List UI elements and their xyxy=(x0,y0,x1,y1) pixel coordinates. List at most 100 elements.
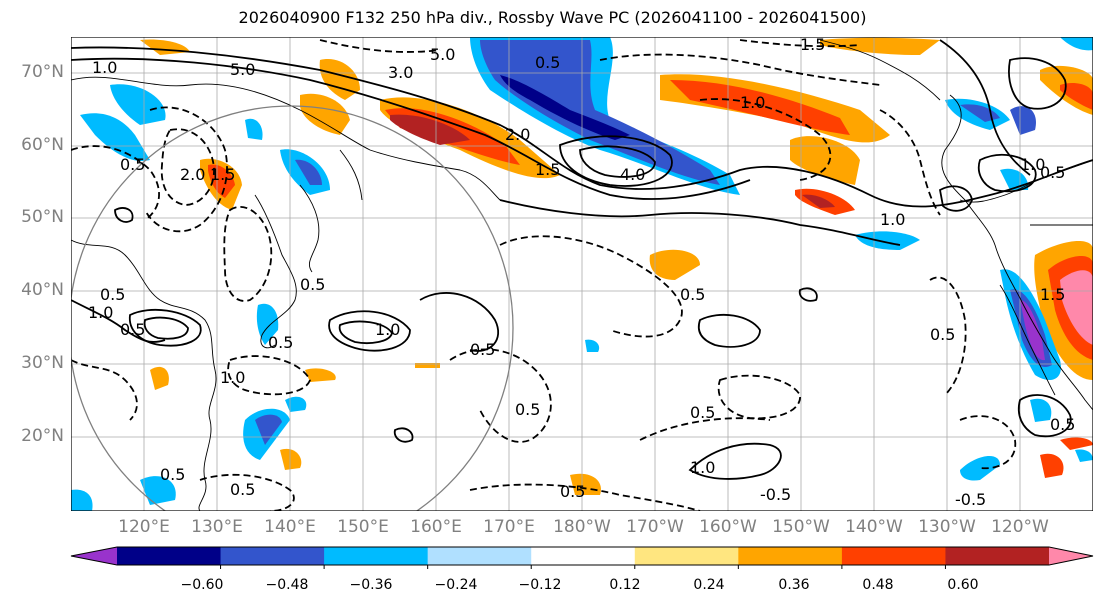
contour-line xyxy=(1008,57,1067,110)
lon-label: 150°E xyxy=(337,517,389,537)
contour-line xyxy=(639,417,771,441)
contour-label: 0.5 xyxy=(680,285,705,304)
shade-region xyxy=(1020,300,1045,361)
colorbar-outline xyxy=(70,546,1094,566)
contour-line xyxy=(559,135,673,187)
contour-line xyxy=(319,39,441,53)
contour-line xyxy=(71,299,166,343)
contour-label: 1.0 xyxy=(690,458,715,477)
shade-region xyxy=(1000,168,1029,190)
contour-label: 1.0 xyxy=(1020,155,1045,174)
colorbar-tick-label: 0.24 xyxy=(693,577,725,593)
lat-label: 60°N xyxy=(21,135,64,155)
shade-region xyxy=(80,113,150,161)
coastline xyxy=(339,149,363,201)
colorbar-box xyxy=(324,547,429,565)
contour-line xyxy=(199,473,295,511)
colorbar-box xyxy=(841,547,946,565)
lon-label: 160°E xyxy=(410,517,462,537)
contours-positive xyxy=(71,39,1093,480)
contour-line xyxy=(739,39,861,48)
shade-region xyxy=(1030,398,1052,422)
colorbar-box xyxy=(220,547,325,565)
colorbar-box xyxy=(634,547,739,565)
contour-label: 0.5 xyxy=(268,333,293,352)
contour-label: 0.5 xyxy=(120,155,145,174)
shade-region xyxy=(150,366,169,390)
coastline xyxy=(299,184,320,273)
shade-region xyxy=(1060,437,1093,450)
coastline xyxy=(254,194,297,349)
lon-label: 160°W xyxy=(699,517,757,537)
contour-label: 1.5 xyxy=(535,160,560,179)
contour-line xyxy=(338,320,393,345)
colorbar-extend-high xyxy=(1049,547,1093,565)
contour-line xyxy=(449,348,552,443)
contour-label: 2.0 xyxy=(180,165,205,184)
contour-label: 1.0 xyxy=(220,368,245,387)
shade-region xyxy=(1060,270,1093,345)
lat-label: 30°N xyxy=(21,353,64,373)
contour-line xyxy=(939,39,1031,176)
contour-line xyxy=(599,53,881,86)
contour-label: 4.0 xyxy=(620,165,645,184)
contour-label: 1.0 xyxy=(740,93,765,112)
map-plot-area: 5.0 3.0 5.0 2.0 1.0 0.5 1.5 2.0 4.0 1.0 … xyxy=(71,37,1093,511)
shade-region xyxy=(1075,449,1093,462)
lon-label: 120°E xyxy=(118,517,170,537)
contour-label: 0.5 xyxy=(120,320,145,339)
contour-line xyxy=(71,359,138,421)
contour-line xyxy=(71,145,160,221)
contour-label: 0.5 xyxy=(100,285,125,304)
shade-region xyxy=(960,104,1000,122)
contour-label: 0.5 xyxy=(1050,415,1075,434)
contour-label: -0.5 xyxy=(760,485,791,504)
lon-label: 150°W xyxy=(772,517,830,537)
contour-label: 1.0 xyxy=(880,210,905,229)
contour-line xyxy=(579,145,656,178)
shade-region xyxy=(255,414,282,445)
contour-label: 0.5 xyxy=(930,325,955,344)
contour-line xyxy=(223,205,273,302)
shade-region xyxy=(585,339,600,352)
contour-line xyxy=(1017,394,1072,438)
shade-region xyxy=(305,368,336,382)
shade-region xyxy=(295,159,322,185)
coastlines xyxy=(71,39,1093,511)
colorbar-tick-label: 0.48 xyxy=(862,577,894,593)
shade-region xyxy=(319,59,360,100)
coastline xyxy=(71,239,217,511)
lon-label: 170°W xyxy=(626,517,684,537)
lon-label: 140°E xyxy=(264,517,316,537)
colorbar-box xyxy=(427,547,532,565)
contour-label: 1.5 xyxy=(210,165,235,184)
colorbar-tick-label: −0.48 xyxy=(265,577,309,593)
lat-label: 40°N xyxy=(21,280,64,300)
shade-region xyxy=(960,455,1000,481)
contour-line xyxy=(938,185,973,212)
contour-label: 1.0 xyxy=(375,320,400,339)
shade-region xyxy=(500,75,630,140)
colorbar-box xyxy=(531,547,636,565)
contour-label: -0.5 xyxy=(955,490,986,509)
contour-label: 1.0 xyxy=(88,303,113,322)
contour-line xyxy=(160,128,215,206)
contour-line xyxy=(128,308,202,347)
contour-line xyxy=(71,57,751,200)
contour-label: 0.5 xyxy=(560,482,585,501)
shade-region xyxy=(300,93,350,135)
colorbar xyxy=(70,546,1094,569)
contour-label: 5.0 xyxy=(230,60,255,79)
contours-negative xyxy=(71,39,1017,511)
shade-region xyxy=(820,37,940,55)
contour-line xyxy=(71,46,1093,208)
contour-line xyxy=(688,442,782,480)
contour-label: 5.0 xyxy=(430,45,455,64)
shade-region xyxy=(480,40,720,185)
contour-line xyxy=(717,374,801,420)
shade-region xyxy=(71,489,93,511)
coastline xyxy=(819,39,941,101)
figure-title: 2026040900 F132 250 hPa div., Rossby Wav… xyxy=(238,8,867,27)
colorbar-tick-label: 0.36 xyxy=(778,577,810,593)
